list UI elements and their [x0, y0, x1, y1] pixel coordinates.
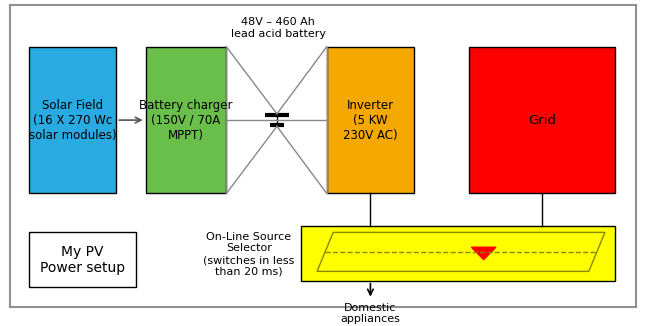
Text: My PV
Power setup: My PV Power setup — [40, 244, 125, 275]
Polygon shape — [317, 232, 605, 271]
Bar — [29, 232, 136, 287]
Text: On-Line Source
Selector
(switches in less
than 20 ms): On-Line Source Selector (switches in les… — [203, 232, 294, 277]
Bar — [146, 47, 226, 193]
Text: Domestic
appliances: Domestic appliances — [340, 303, 400, 324]
Bar — [29, 47, 116, 193]
Text: 48V – 460 Ah
lead acid battery: 48V – 460 Ah lead acid battery — [231, 17, 325, 39]
Polygon shape — [471, 247, 496, 260]
Text: Grid: Grid — [528, 113, 556, 126]
Bar — [301, 226, 615, 281]
Text: Battery charger
(150V / 70A
MPPT): Battery charger (150V / 70A MPPT) — [139, 98, 233, 141]
Bar — [327, 47, 414, 193]
Text: Inverter
(5 KW
230V AC): Inverter (5 KW 230V AC) — [343, 98, 398, 141]
Bar — [469, 47, 615, 193]
Text: Solar Field
(16 X 270 Wc
solar modules): Solar Field (16 X 270 Wc solar modules) — [29, 98, 116, 141]
